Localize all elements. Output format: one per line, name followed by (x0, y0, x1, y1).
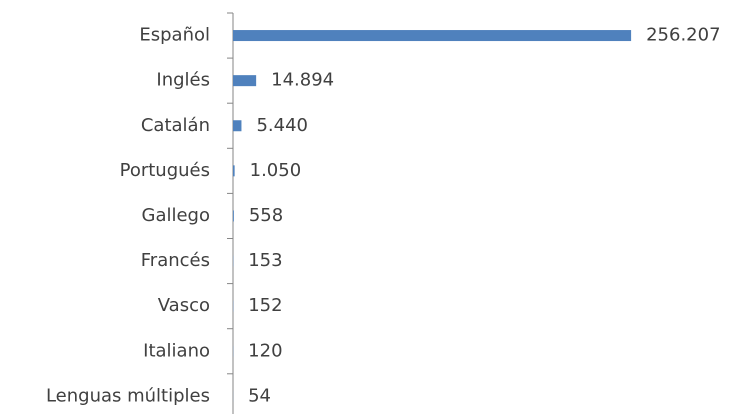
category-label: Gallego (142, 205, 211, 226)
bar (233, 75, 257, 87)
data-label: 5.440 (256, 115, 308, 136)
data-label: 256.207 (646, 25, 720, 46)
data-label: 54 (248, 385, 271, 406)
bar (233, 120, 242, 132)
bar (233, 210, 234, 222)
data-label: 120 (248, 340, 282, 361)
data-label: 153 (248, 250, 282, 271)
category-label: Lenguas múltiples (46, 385, 210, 406)
category-label: Español (139, 25, 210, 46)
category-label: Italiano (143, 340, 210, 361)
data-label: 1.050 (250, 160, 302, 181)
category-label: Francés (141, 250, 210, 271)
category-label: Portugués (120, 160, 210, 181)
category-label: Catalán (141, 115, 210, 136)
data-label: 14.894 (271, 70, 334, 91)
data-label: 152 (248, 295, 282, 316)
category-label: Vasco (158, 295, 210, 316)
bar (233, 165, 235, 177)
data-label: 558 (249, 205, 283, 226)
category-label: Inglés (156, 70, 210, 91)
bar (233, 30, 632, 42)
